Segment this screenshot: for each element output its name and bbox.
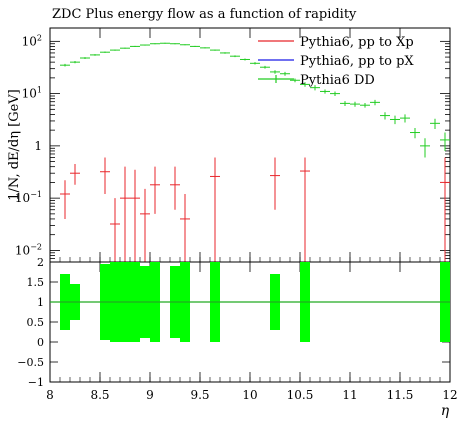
ratio-panel: 8 8.5 9 9.5 10 10.5 11 11.5 12−1−0.500.511.52	[17, 28, 458, 402]
ratio-y-tick-label: −0.5	[17, 356, 44, 369]
x-tick-label: 10.5	[287, 388, 314, 402]
ratio-y-tick-label: 2	[37, 256, 44, 269]
x-tick-label: 9	[146, 388, 154, 402]
ratio-y-tick-label: −1	[28, 376, 44, 389]
y-tick-label: 10−2	[15, 242, 42, 257]
y-tick-label: 1	[34, 139, 42, 153]
legend-label: Pythia6 DD	[300, 73, 375, 88]
x-tick-label: 8.5	[90, 388, 109, 402]
x-tick-label: 12	[442, 388, 457, 402]
series-pythia6-dd	[60, 42, 450, 158]
legend-label: Pythia6, pp to Xp	[300, 35, 414, 50]
y-tick-label: 101	[22, 86, 42, 101]
x-axis-label: η	[441, 403, 450, 419]
legend-label: Pythia6, pp to pX	[300, 54, 414, 69]
x-tick-label: 11.5	[387, 388, 414, 402]
ratio-y-tick-label: 0.5	[27, 316, 45, 329]
y-axis-label: 1/N, dE/dη [GeV]	[7, 89, 22, 201]
y-tick-label: 10−1	[15, 190, 42, 205]
x-tick-label: 8	[46, 388, 54, 402]
x-tick-label: 11	[342, 388, 357, 402]
y-tick-label: 102	[22, 33, 42, 48]
ratio-y-tick-label: 1	[37, 296, 44, 309]
chart-title: ZDC Plus energy flow as a function of ra…	[52, 7, 357, 22]
x-tick-label: 10	[242, 388, 257, 402]
ratio-y-tick-label: 0	[37, 336, 44, 349]
series-pythia6-pp-to-xp	[60, 157, 450, 262]
legend: Pythia6, pp to Xp Pythia6, pp to pX Pythia…	[258, 35, 414, 88]
main-panel: 10−2 10−1 1 101 102	[15, 27, 451, 263]
x-tick-label: 9.5	[190, 388, 209, 402]
ratio-y-tick-label: 1.5	[27, 276, 45, 289]
